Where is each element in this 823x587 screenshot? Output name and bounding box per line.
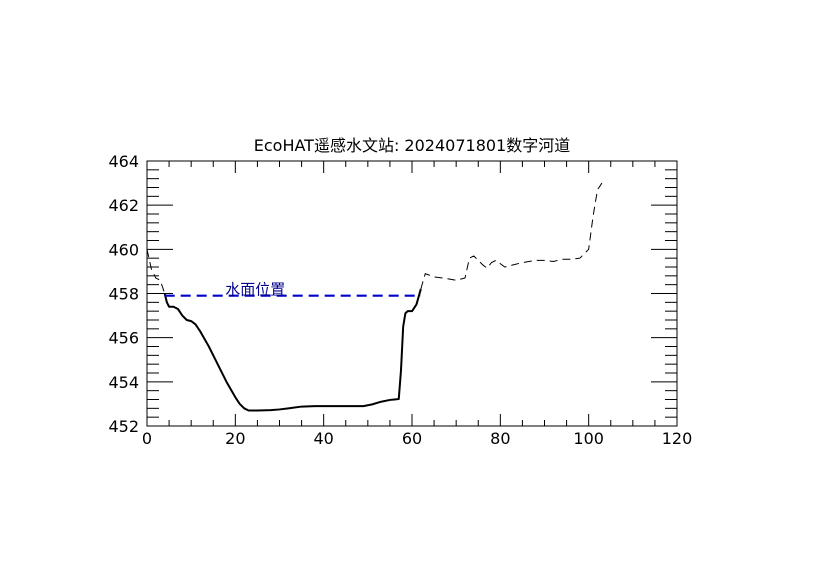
chart-title: EcoHAT遥感水文站: 2024071801数字河道 xyxy=(254,136,570,155)
y-tick-label: 456 xyxy=(108,329,139,348)
axis-ticks xyxy=(146,160,678,427)
series-layer xyxy=(146,182,603,412)
x-tick-label: 0 xyxy=(142,429,152,448)
y-tick-label: 452 xyxy=(108,417,139,436)
x-tick-label: 20 xyxy=(225,429,245,448)
profile-line-3 xyxy=(420,182,603,290)
y-tick-label: 460 xyxy=(108,240,139,259)
x-tick-label: 60 xyxy=(402,429,422,448)
profile-line-1 xyxy=(146,249,166,294)
x-tick-label: 80 xyxy=(490,429,510,448)
y-tick-label: 454 xyxy=(108,373,139,392)
x-tick-label: 40 xyxy=(313,429,333,448)
profile-line-2 xyxy=(163,288,422,412)
y-tick-label: 458 xyxy=(108,285,139,304)
x-tick-label: 120 xyxy=(662,429,693,448)
tick-labels: 0 20 40 60 80 100 120 452 454 456 458 460 462 464 xyxy=(108,152,692,448)
water-surface-label: 水面位置 xyxy=(225,281,285,299)
y-tick-label: 462 xyxy=(108,196,139,215)
x-tick-label: 100 xyxy=(573,429,604,448)
y-tick-label: 464 xyxy=(108,152,139,171)
